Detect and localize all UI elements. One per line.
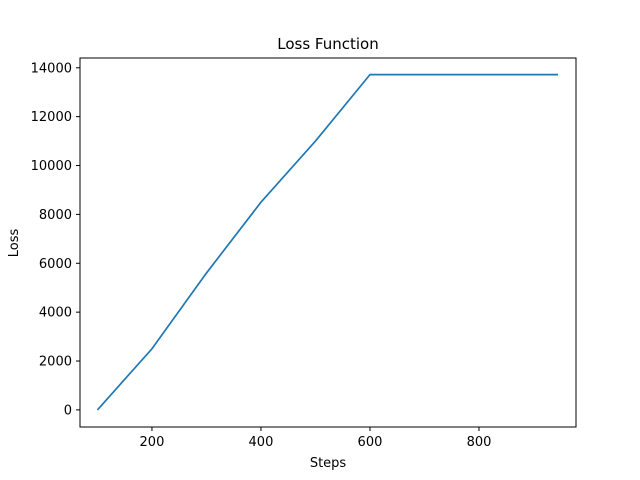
y-tick-label: 2000 <box>39 355 72 370</box>
plot-frame <box>79 57 577 428</box>
x-tick-label: 400 <box>249 435 274 450</box>
y-axis-label: Loss <box>7 229 22 258</box>
x-tick-label: 200 <box>140 435 165 450</box>
y-tick-label: 10000 <box>31 159 72 174</box>
y-tick-label: 12000 <box>31 110 72 125</box>
y-tick-label: 0 <box>64 403 72 418</box>
x-axis-ticks: 200 400 600 800 <box>140 427 492 450</box>
series-layer <box>96 73 559 411</box>
series-line-0 <box>96 73 559 411</box>
y-tick-label: 8000 <box>39 208 72 223</box>
x-tick-label: 600 <box>358 435 383 450</box>
x-tick-label: 800 <box>467 435 492 450</box>
chart-title: Loss Function <box>277 35 378 53</box>
y-tick-label: 4000 <box>39 306 72 321</box>
x-axis-label: Steps <box>310 456 347 471</box>
y-tick-label: 6000 <box>39 257 72 272</box>
y-axis-ticks: 0 2000 4000 6000 8000 10000 12000 14000 <box>31 61 80 418</box>
y-tick-label: 14000 <box>31 61 72 76</box>
